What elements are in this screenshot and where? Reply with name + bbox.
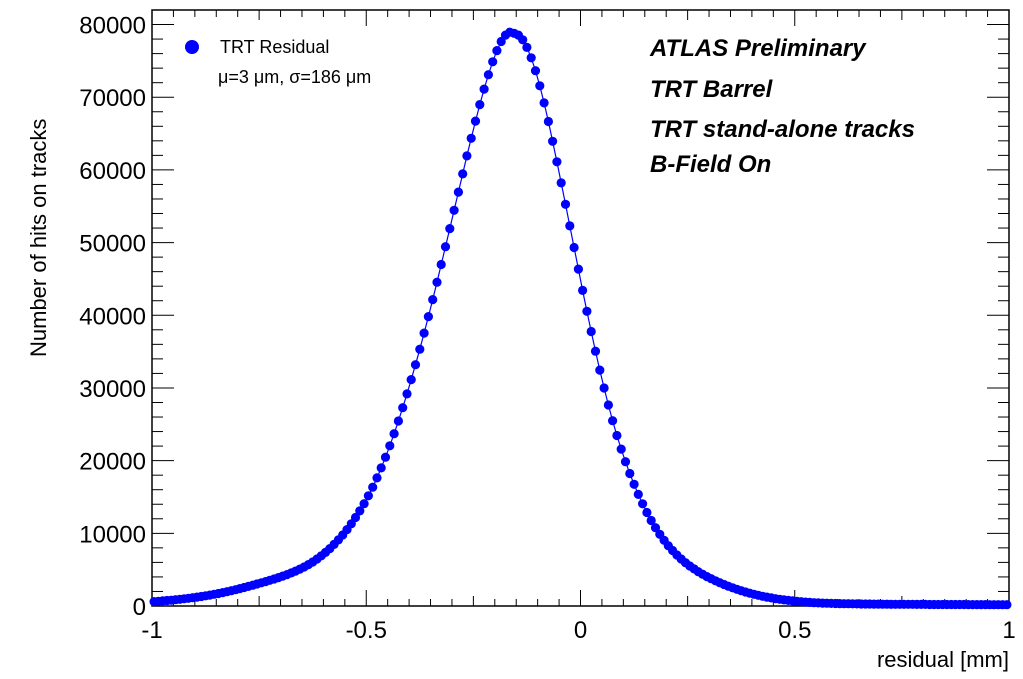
- data-point: [410, 360, 421, 370]
- data-point: [398, 403, 408, 413]
- data-point: [599, 383, 609, 393]
- data-point: [612, 430, 622, 441]
- y-tick-label: 30000: [79, 376, 146, 403]
- annotations: ATLAS Preliminary TRT Barrel TRT stand-a…: [649, 35, 915, 178]
- data-point: [522, 42, 532, 53]
- data-point: [479, 84, 489, 94]
- data-point: [406, 375, 416, 385]
- data-point: [638, 499, 648, 509]
- data-point: [582, 306, 592, 316]
- data-point: [350, 512, 361, 523]
- x-tick-label: -0.5: [346, 617, 387, 644]
- data-point: [419, 328, 429, 338]
- y-tick-label: 70000: [79, 85, 146, 112]
- data-point: [368, 482, 378, 492]
- x-axis-tick-labels: -1 -0.5 0 0.5 1: [141, 617, 1015, 644]
- data-point: [492, 46, 502, 56]
- data-point: [376, 463, 386, 473]
- data-point: [475, 100, 485, 110]
- data-point: [548, 136, 558, 146]
- data-point: [625, 468, 635, 479]
- data-point: [565, 221, 575, 231]
- plot-frame: [151, 9, 1010, 607]
- data-points: [149, 27, 1012, 610]
- x-tick-label: 0.5: [778, 617, 811, 644]
- x-axis-title: residual [mm]: [877, 647, 1009, 672]
- data-point: [518, 35, 528, 45]
- data-point: [458, 169, 468, 179]
- data-point: [650, 523, 661, 533]
- data-point: [428, 295, 438, 305]
- data-point: [415, 344, 425, 354]
- data-point: [432, 277, 442, 287]
- data-point: [393, 416, 403, 426]
- data-point: [633, 489, 643, 499]
- legend-entry-label: TRT Residual: [220, 37, 329, 57]
- data-point: [462, 151, 472, 161]
- data-point: [573, 264, 584, 274]
- data-point: [466, 133, 476, 143]
- y-tick-label: 40000: [79, 303, 146, 330]
- data-point: [608, 416, 618, 426]
- data-point: [402, 389, 412, 399]
- annotation-tracks: TRT stand-alone tracks: [650, 116, 915, 143]
- data-point: [440, 242, 451, 252]
- data-point: [470, 116, 481, 126]
- data-point: [449, 205, 459, 215]
- data-point: [488, 57, 498, 67]
- annotation-atlas: ATLAS Preliminary: [649, 35, 867, 62]
- data-point: [355, 506, 365, 516]
- y-tick-label: 80000: [79, 13, 146, 40]
- data-point: [616, 444, 626, 454]
- data-point: [380, 452, 391, 462]
- data-point: [530, 66, 541, 76]
- data-point: [526, 53, 536, 63]
- data-point: [453, 187, 463, 197]
- data-point: [436, 259, 446, 270]
- y-tick-label: 0: [133, 594, 146, 621]
- data-point: [569, 242, 579, 253]
- data-point: [543, 116, 554, 127]
- data-point: [603, 400, 614, 410]
- data-point: [359, 499, 369, 509]
- legend: TRT Residual μ=3 μm, σ=186 μm: [185, 37, 371, 87]
- data-point: [445, 224, 455, 234]
- data-point: [642, 507, 652, 518]
- annotation-field: B-Field On: [650, 151, 771, 178]
- data-point: [590, 346, 601, 356]
- y-tick-label: 10000: [79, 521, 146, 548]
- axis-ticks: [151, 9, 1010, 607]
- data-point: [552, 157, 562, 167]
- data-point: [535, 81, 545, 91]
- data-point: [539, 98, 549, 108]
- legend-marker: [185, 40, 199, 54]
- y-axis-tick-labels: 0 10000 20000 30000 40000 50000 60000 70000 8000…: [79, 13, 146, 621]
- data-point: [556, 178, 566, 188]
- data-point: [483, 70, 493, 80]
- data-point: [586, 326, 596, 337]
- y-tick-label: 50000: [79, 231, 146, 258]
- x-tick-label: -1: [141, 617, 162, 644]
- data-point: [372, 473, 382, 483]
- data-point: [560, 199, 571, 209]
- y-tick-label: 20000: [79, 449, 146, 476]
- data-point: [578, 285, 588, 295]
- legend-stats-label: μ=3 μm, σ=186 μm: [218, 67, 371, 87]
- x-tick-label: 0: [574, 617, 587, 644]
- data-point: [646, 515, 656, 526]
- data-point: [423, 312, 433, 322]
- data-point: [629, 479, 639, 489]
- data-point: [385, 441, 395, 451]
- x-tick-label: 1: [1002, 617, 1015, 644]
- y-axis-title: Number of hits on tracks: [26, 119, 51, 357]
- data-point: [389, 429, 399, 439]
- y-tick-label: 60000: [79, 158, 146, 185]
- data-point: [595, 365, 605, 375]
- data-point: [1002, 600, 1012, 610]
- data-point: [363, 491, 373, 501]
- annotation-detector: TRT Barrel: [650, 76, 774, 103]
- data-point: [620, 457, 631, 467]
